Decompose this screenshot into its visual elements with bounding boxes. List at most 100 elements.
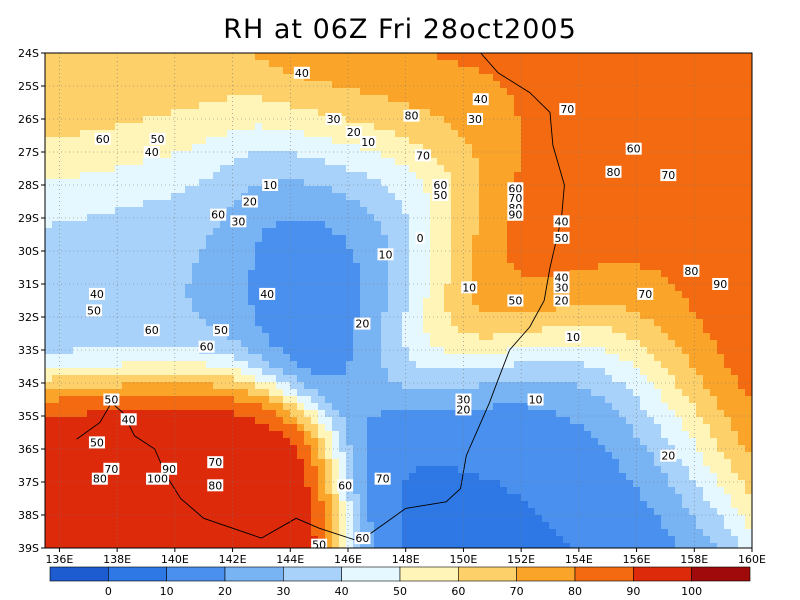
rh-cell: [738, 151, 746, 159]
rh-cell: [199, 214, 207, 222]
rh-cell: [493, 270, 501, 278]
rh-cell: [318, 123, 326, 131]
rh-cell: [591, 312, 599, 320]
rh-cell: [479, 144, 487, 152]
rh-cell: [542, 277, 550, 285]
rh-cell: [528, 368, 536, 376]
rh-cell: [304, 102, 312, 110]
rh-cell: [479, 81, 487, 89]
rh-cell: [395, 116, 403, 124]
rh-cell: [185, 165, 193, 173]
rh-cell: [206, 277, 214, 285]
rh-cell: [416, 179, 424, 187]
rh-cell: [451, 235, 459, 243]
rh-cell: [486, 158, 494, 166]
rh-cell: [479, 368, 487, 376]
rh-cell: [374, 368, 382, 376]
rh-cell: [206, 333, 214, 341]
rh-cell: [122, 179, 130, 187]
rh-cell: [339, 172, 347, 180]
rh-cell: [73, 165, 81, 173]
rh-cell: [178, 200, 186, 208]
rh-cell: [101, 123, 109, 131]
rh-cell: [227, 137, 235, 145]
rh-cell: [521, 200, 529, 208]
rh-cell: [45, 228, 53, 236]
rh-cell: [108, 235, 116, 243]
rh-cell: [122, 67, 130, 75]
rh-cell: [724, 151, 732, 159]
rh-cell: [80, 214, 88, 222]
rh-cell: [633, 389, 641, 397]
rh-cell: [87, 88, 95, 96]
rh-cell: [612, 144, 620, 152]
rh-cell: [724, 221, 732, 229]
rh-cell: [45, 179, 53, 187]
rh-cell: [654, 263, 662, 271]
rh-cell: [458, 333, 466, 341]
rh-cell: [129, 284, 137, 292]
rh-cell: [367, 249, 375, 257]
rh-cell: [696, 242, 704, 250]
rh-cell: [542, 200, 550, 208]
rh-cell: [206, 151, 214, 159]
rh-cell: [115, 242, 123, 250]
rh-cell: [535, 270, 543, 278]
rh-cell: [290, 88, 298, 96]
rh-cell: [717, 298, 725, 306]
rh-cell: [507, 95, 515, 103]
rh-cell: [255, 74, 263, 82]
rh-cell: [724, 270, 732, 278]
rh-cell: [52, 277, 60, 285]
rh-cell: [157, 396, 165, 404]
rh-cell: [108, 333, 116, 341]
rh-cell: [535, 256, 543, 264]
rh-cell: [507, 305, 515, 313]
rh-cell: [52, 326, 60, 334]
rh-cell: [682, 319, 690, 327]
rh-cell: [395, 130, 403, 138]
rh-cell: [87, 221, 95, 229]
rh-cell: [94, 228, 102, 236]
rh-cell: [577, 347, 585, 355]
rh-field: [45, 53, 752, 548]
rh-cell: [283, 354, 291, 362]
rh-cell: [367, 123, 375, 131]
rh-cell: [738, 347, 746, 355]
rh-cell: [367, 333, 375, 341]
rh-cell: [318, 340, 326, 348]
rh-cell: [73, 130, 81, 138]
rh-cell: [444, 382, 452, 390]
rh-cell: [402, 60, 410, 68]
rh-cell: [521, 60, 529, 68]
rh-cell: [73, 214, 81, 222]
rh-cell: [318, 228, 326, 236]
rh-cell: [465, 361, 473, 369]
rh-cell: [710, 256, 718, 264]
rh-cell: [710, 326, 718, 334]
rh-cell: [647, 179, 655, 187]
rh-cell: [59, 270, 67, 278]
rh-cell: [318, 326, 326, 334]
rh-cell: [346, 263, 354, 271]
rh-cell: [654, 340, 662, 348]
rh-cell: [276, 298, 284, 306]
rh-cell: [122, 277, 130, 285]
rh-cell: [332, 284, 340, 292]
rh-cell: [689, 207, 697, 215]
rh-cell: [227, 284, 235, 292]
rh-cell: [73, 207, 81, 215]
rh-cell: [150, 242, 158, 250]
rh-cell: [514, 158, 522, 166]
rh-cell: [199, 200, 207, 208]
rh-cell: [458, 193, 466, 201]
rh-cell: [171, 95, 179, 103]
rh-cell: [493, 333, 501, 341]
rh-cell: [206, 298, 214, 306]
rh-cell: [654, 361, 662, 369]
rh-cell: [437, 277, 445, 285]
rh-cell: [402, 200, 410, 208]
rh-cell: [227, 312, 235, 320]
rh-cell: [269, 263, 277, 271]
rh-cell: [346, 361, 354, 369]
